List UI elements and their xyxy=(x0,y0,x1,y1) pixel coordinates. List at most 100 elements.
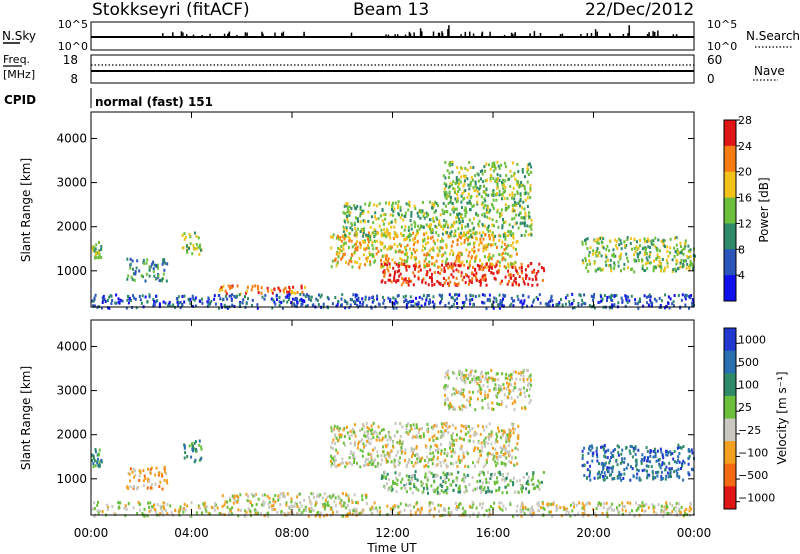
velocity-cell xyxy=(441,425,444,429)
power-cell xyxy=(520,271,523,275)
power-cell xyxy=(94,247,97,251)
velocity-cell xyxy=(492,457,495,461)
velocity-cell xyxy=(606,466,609,470)
power-region-5 xyxy=(380,262,546,287)
power-cell xyxy=(496,173,499,177)
power-cell xyxy=(440,299,443,303)
power-cell xyxy=(418,306,421,310)
power-cell xyxy=(429,200,432,204)
power-cell xyxy=(413,220,416,224)
nsearch-label: N.Search xyxy=(746,29,800,43)
power-cell xyxy=(444,176,447,180)
velocity-cell xyxy=(184,508,187,512)
power-cell xyxy=(466,231,469,235)
power-cell xyxy=(442,224,445,228)
velocity-cell xyxy=(496,457,499,461)
power-cell xyxy=(417,300,420,304)
velocity-region-2 xyxy=(183,439,203,464)
velocity-cell xyxy=(136,486,139,490)
velocity-cell xyxy=(144,477,147,481)
power-cell xyxy=(351,253,354,257)
velocity-cell xyxy=(441,432,444,436)
velocity-cell xyxy=(353,507,356,511)
velocity-cell xyxy=(480,371,483,375)
power-cell xyxy=(151,262,153,266)
power-cell xyxy=(296,291,299,295)
power-cell xyxy=(460,166,462,170)
power-cell xyxy=(445,210,448,213)
velocity-cell xyxy=(461,373,464,377)
velocity-cell xyxy=(370,424,373,428)
velocity-cell xyxy=(486,385,489,389)
power-cell xyxy=(512,304,515,308)
power-cell xyxy=(398,249,401,253)
velocity-cell xyxy=(581,449,584,453)
power-cell xyxy=(581,240,584,244)
power-cell xyxy=(201,301,204,305)
velocity-cell xyxy=(330,445,332,449)
power-cell xyxy=(172,303,175,307)
velocity-cell xyxy=(442,490,445,494)
power-cell xyxy=(385,258,388,261)
power-cell xyxy=(300,286,303,290)
power-cell xyxy=(644,262,647,266)
power-cell xyxy=(484,179,487,183)
power-cell xyxy=(519,199,522,203)
velocity-cell xyxy=(487,406,490,410)
velocity-cell xyxy=(683,461,686,465)
power-cell xyxy=(424,265,427,269)
velocity-cell xyxy=(365,422,368,425)
velocity-cell xyxy=(163,479,166,482)
power-cell xyxy=(245,291,248,295)
power-cell xyxy=(372,298,375,302)
velocity-cell xyxy=(100,460,103,464)
velocity-cell xyxy=(541,502,544,506)
velocity-cell xyxy=(272,499,275,503)
velocity-cell xyxy=(487,393,489,397)
velocity-cell xyxy=(293,504,296,508)
velocity-cell xyxy=(411,491,414,495)
velocity-cell xyxy=(231,512,233,516)
power-cell xyxy=(442,227,445,231)
power-cell xyxy=(133,296,136,300)
power-cell xyxy=(452,269,455,273)
power-cell xyxy=(477,248,480,252)
power-cell xyxy=(131,259,134,263)
power-cell xyxy=(488,163,490,167)
velocity-cell xyxy=(279,503,282,507)
velocity-cell xyxy=(432,514,435,518)
power-cell xyxy=(145,272,148,276)
velocity-cell xyxy=(410,449,413,453)
velocity-cell xyxy=(521,505,524,509)
power-cell xyxy=(386,229,389,233)
velocity-cell xyxy=(522,386,525,390)
power-cell xyxy=(452,240,454,244)
power-cell xyxy=(350,221,353,225)
power-cell xyxy=(491,231,494,235)
velocity-cell xyxy=(433,480,436,484)
power-cell xyxy=(226,297,229,301)
power-cell xyxy=(244,295,246,299)
power-cell xyxy=(471,248,474,252)
velocity-cell xyxy=(213,508,216,512)
power-cell xyxy=(379,265,382,269)
power-cell xyxy=(490,193,493,197)
velocity-cell xyxy=(661,463,664,467)
power-cell xyxy=(656,247,659,251)
power-cell xyxy=(210,299,213,303)
velocity-cell xyxy=(370,454,373,458)
power-cell xyxy=(479,267,482,271)
velocity-cell xyxy=(451,442,454,446)
velocity-cell xyxy=(678,476,681,480)
power-cell xyxy=(694,254,696,258)
velocity-cell xyxy=(466,473,469,477)
power-cell xyxy=(482,246,485,250)
power-cell xyxy=(385,201,387,205)
velocity-cell xyxy=(127,486,130,490)
velocity-cell xyxy=(672,457,675,461)
velocity-cell xyxy=(456,464,459,468)
power-cell xyxy=(419,216,422,220)
velocity-cell xyxy=(375,438,378,442)
velocity-cell xyxy=(387,452,390,456)
power-cell xyxy=(443,210,446,214)
